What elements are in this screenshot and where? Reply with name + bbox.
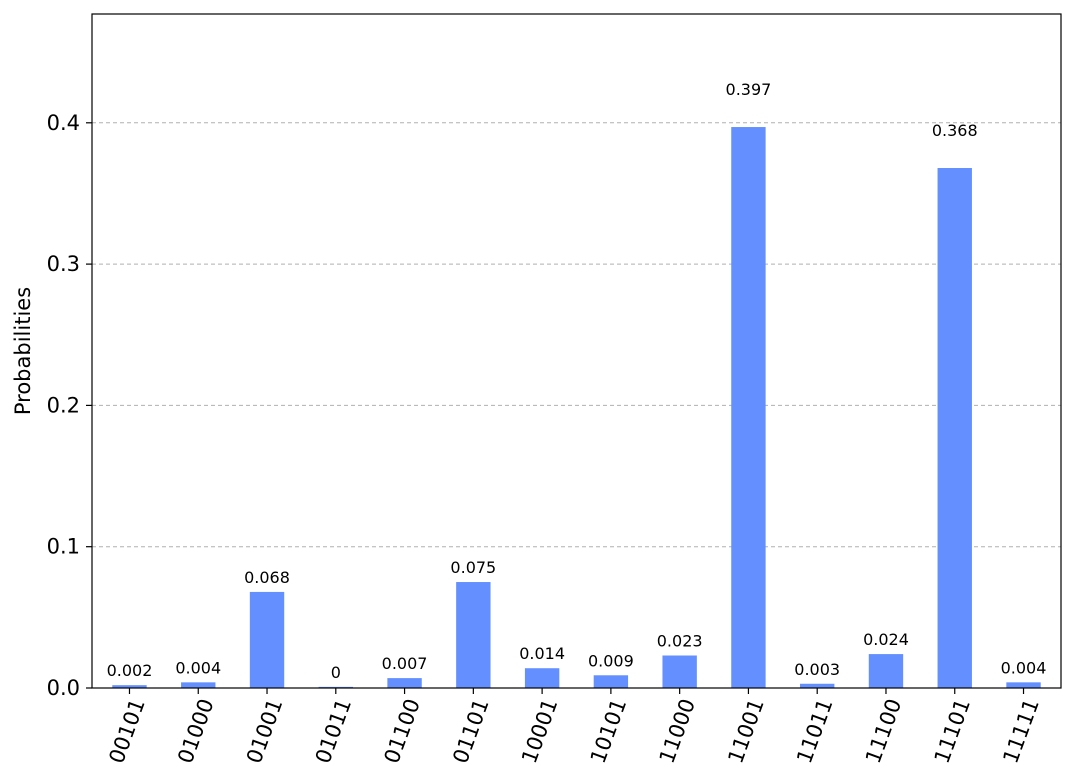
bars bbox=[112, 127, 1041, 688]
bar-value-label: 0.368 bbox=[932, 121, 978, 140]
y-axis-label: Probabilities bbox=[11, 287, 35, 415]
y-axis: 0.0 0.1 0.2 0.3 0.4 bbox=[47, 111, 92, 700]
y-tick-label: 0.2 bbox=[47, 393, 80, 417]
value-labels: 0.002 0.004 0.068 0 0.007 0.075 0.014 0.009 0.02… bbox=[107, 80, 1047, 682]
bar-value-label: 0.007 bbox=[382, 654, 428, 673]
bar bbox=[387, 678, 422, 688]
bar bbox=[181, 682, 216, 688]
bar bbox=[731, 127, 766, 688]
x-axis: 00101 01000 01001 01011 01100 01101 10001 10101… bbox=[104, 688, 1044, 767]
x-tick-label: 11011 bbox=[792, 696, 837, 767]
bar bbox=[800, 683, 835, 688]
bar bbox=[456, 582, 491, 688]
x-tick-label: 11101 bbox=[930, 696, 975, 767]
x-tick-label: 10001 bbox=[517, 696, 562, 767]
x-tick-label: 11100 bbox=[861, 696, 906, 767]
y-tick-label: 0.3 bbox=[47, 252, 80, 276]
gridlines bbox=[92, 122, 1061, 548]
bar-value-label: 0.009 bbox=[588, 651, 634, 670]
bar bbox=[937, 168, 972, 688]
bar bbox=[112, 685, 147, 688]
bar-value-label: 0.068 bbox=[244, 568, 290, 587]
x-tick-label: 10101 bbox=[586, 696, 631, 767]
plot-frame bbox=[91, 13, 1062, 689]
bar bbox=[249, 591, 285, 688]
bar bbox=[524, 668, 560, 688]
bar-value-label: 0.075 bbox=[450, 558, 496, 577]
bar-value-label: 0 bbox=[331, 663, 341, 682]
bar-value-label: 0.397 bbox=[726, 80, 772, 99]
bar-value-label: 0.002 bbox=[107, 661, 153, 680]
x-tick-label: 00101 bbox=[104, 696, 149, 767]
x-tick-label: 01001 bbox=[242, 696, 287, 767]
bar-value-label: 0.004 bbox=[1001, 658, 1047, 677]
bar bbox=[593, 675, 629, 688]
y-tick-label: 0.1 bbox=[47, 535, 80, 559]
x-tick-label: 01000 bbox=[173, 696, 218, 767]
bar-value-label: 0.024 bbox=[863, 630, 909, 649]
y-tick-label: 0.0 bbox=[47, 676, 80, 700]
x-tick-label: 11001 bbox=[723, 696, 768, 767]
bar-value-label: 0.014 bbox=[519, 644, 565, 663]
bar bbox=[1006, 682, 1041, 688]
bar bbox=[662, 655, 697, 688]
x-tick-label: 11111 bbox=[998, 696, 1043, 767]
x-tick-label: 11000 bbox=[655, 696, 700, 767]
x-tick-label: 01101 bbox=[448, 696, 493, 767]
bar-value-label: 0.003 bbox=[794, 660, 840, 679]
bar-value-label: 0.023 bbox=[657, 632, 703, 651]
x-tick-label: 01011 bbox=[311, 696, 356, 767]
y-tick-label: 0.4 bbox=[47, 111, 80, 135]
bar-value-label: 0.004 bbox=[175, 658, 221, 677]
bar bbox=[868, 654, 904, 688]
x-tick-label: 01100 bbox=[380, 696, 425, 767]
